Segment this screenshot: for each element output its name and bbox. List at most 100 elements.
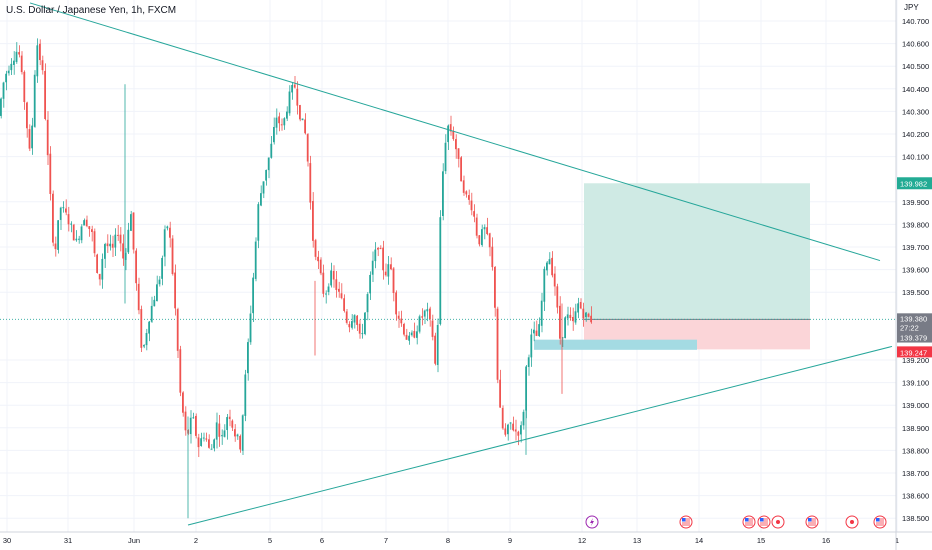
- y-tick-label: 140.100: [902, 153, 929, 162]
- x-tick-label: 16: [822, 536, 830, 545]
- lower-trendline[interactable]: [187, 345, 893, 526]
- candle-body: [7, 70, 10, 74]
- candle-body: [501, 407, 504, 429]
- candle-body: [527, 357, 530, 367]
- candle-body: [273, 127, 275, 143]
- candle-body: [546, 262, 548, 271]
- candle-body: [249, 313, 252, 343]
- us-flag-icon[interactable]: [679, 515, 693, 529]
- x-tick-label: 13: [633, 536, 641, 545]
- candle-body: [72, 224, 75, 241]
- y-tick-label: 140.600: [902, 40, 929, 49]
- current-price-label: 139.380: [900, 314, 927, 323]
- candle-body: [158, 279, 161, 285]
- candle-body: [504, 428, 507, 435]
- stop-price-tag: [897, 346, 932, 358]
- candle-body: [353, 315, 356, 323]
- y-tick-label: 139.600: [902, 266, 929, 275]
- candle-body: [379, 247, 382, 249]
- candle-body: [275, 117, 278, 128]
- candle-body: [403, 323, 405, 335]
- x-tick-label: 12: [578, 536, 586, 545]
- candle-body: [244, 374, 247, 416]
- candle-body: [221, 435, 223, 437]
- candle-body: [166, 226, 169, 229]
- candle-body: [364, 312, 366, 334]
- candle-body: [374, 249, 377, 262]
- candle-body: [267, 157, 270, 171]
- flag-canton: [682, 518, 686, 522]
- y-tick-label: 140.400: [902, 85, 929, 94]
- candle-body: [520, 425, 522, 435]
- candle-body: [535, 330, 538, 336]
- candle-body: [205, 438, 208, 440]
- us-flag-icon[interactable]: [805, 515, 819, 529]
- candle-body: [306, 134, 309, 162]
- us-flag-icon[interactable]: [757, 515, 771, 529]
- candle-body: [169, 227, 171, 238]
- candle-body: [200, 438, 202, 447]
- candle-body: [405, 334, 408, 340]
- y-tick-label: 139.200: [902, 356, 929, 365]
- candle-body: [137, 283, 140, 311]
- candle-body: [449, 124, 452, 132]
- flag-canton: [876, 518, 880, 522]
- upper-trendline[interactable]: [29, 2, 881, 262]
- candle-body: [325, 293, 327, 295]
- candle-body: [241, 415, 244, 451]
- candle-body: [473, 211, 475, 217]
- candle-body: [210, 448, 213, 450]
- candle-body: [507, 424, 509, 435]
- entry-price-tag: [897, 331, 932, 343]
- candle-body: [192, 417, 195, 419]
- candle-body: [582, 308, 585, 319]
- candle-body: [574, 311, 577, 323]
- candle-body: [525, 366, 527, 411]
- candle-body: [39, 43, 41, 61]
- candle-body: [80, 226, 83, 241]
- y-tick-label: 140.500: [902, 62, 929, 71]
- candle-body: [426, 309, 429, 312]
- candle-body: [569, 314, 572, 319]
- candle-body: [195, 415, 197, 436]
- y-tick-label: 138.800: [902, 446, 929, 455]
- candle-body: [496, 308, 499, 380]
- entry-price-label: 139.379: [900, 334, 927, 343]
- y-tick-label: 140.300: [902, 107, 929, 116]
- candle-body: [20, 55, 23, 73]
- candle-body: [369, 274, 371, 294]
- candle-body: [312, 201, 314, 241]
- x-tick-label: 31: [64, 536, 72, 545]
- currency-label: JPY: [904, 3, 919, 12]
- candle-body: [488, 233, 491, 248]
- us-flag-icon[interactable]: [873, 515, 887, 529]
- y-tick-label: 139.900: [902, 198, 929, 207]
- candle-body: [85, 219, 88, 227]
- candle-body: [517, 431, 520, 436]
- candle-body: [423, 310, 426, 317]
- candle-body: [36, 45, 39, 77]
- candle-body: [439, 217, 442, 325]
- candle-body: [23, 71, 26, 103]
- candle-body: [208, 439, 210, 448]
- us-flag-icon[interactable]: [742, 515, 756, 529]
- candle-body: [46, 119, 49, 156]
- event-markers[interactable]: [585, 515, 887, 529]
- candle-body: [499, 379, 501, 408]
- candle-body: [533, 329, 535, 334]
- position-zones: [0, 183, 896, 350]
- trendlines[interactable]: [29, 2, 893, 526]
- y-tick-label: 139.100: [902, 379, 929, 388]
- candle-body: [132, 212, 135, 250]
- candles: [0, 38, 592, 519]
- candle-body: [429, 308, 431, 319]
- candle-body: [384, 271, 387, 276]
- y-tick-label: 139.800: [902, 220, 929, 229]
- candle-body: [382, 247, 384, 271]
- candle-body: [254, 241, 257, 279]
- candle-body: [371, 260, 374, 275]
- candle-body: [52, 193, 54, 243]
- candle-body: [481, 229, 483, 246]
- candle-body: [332, 270, 335, 280]
